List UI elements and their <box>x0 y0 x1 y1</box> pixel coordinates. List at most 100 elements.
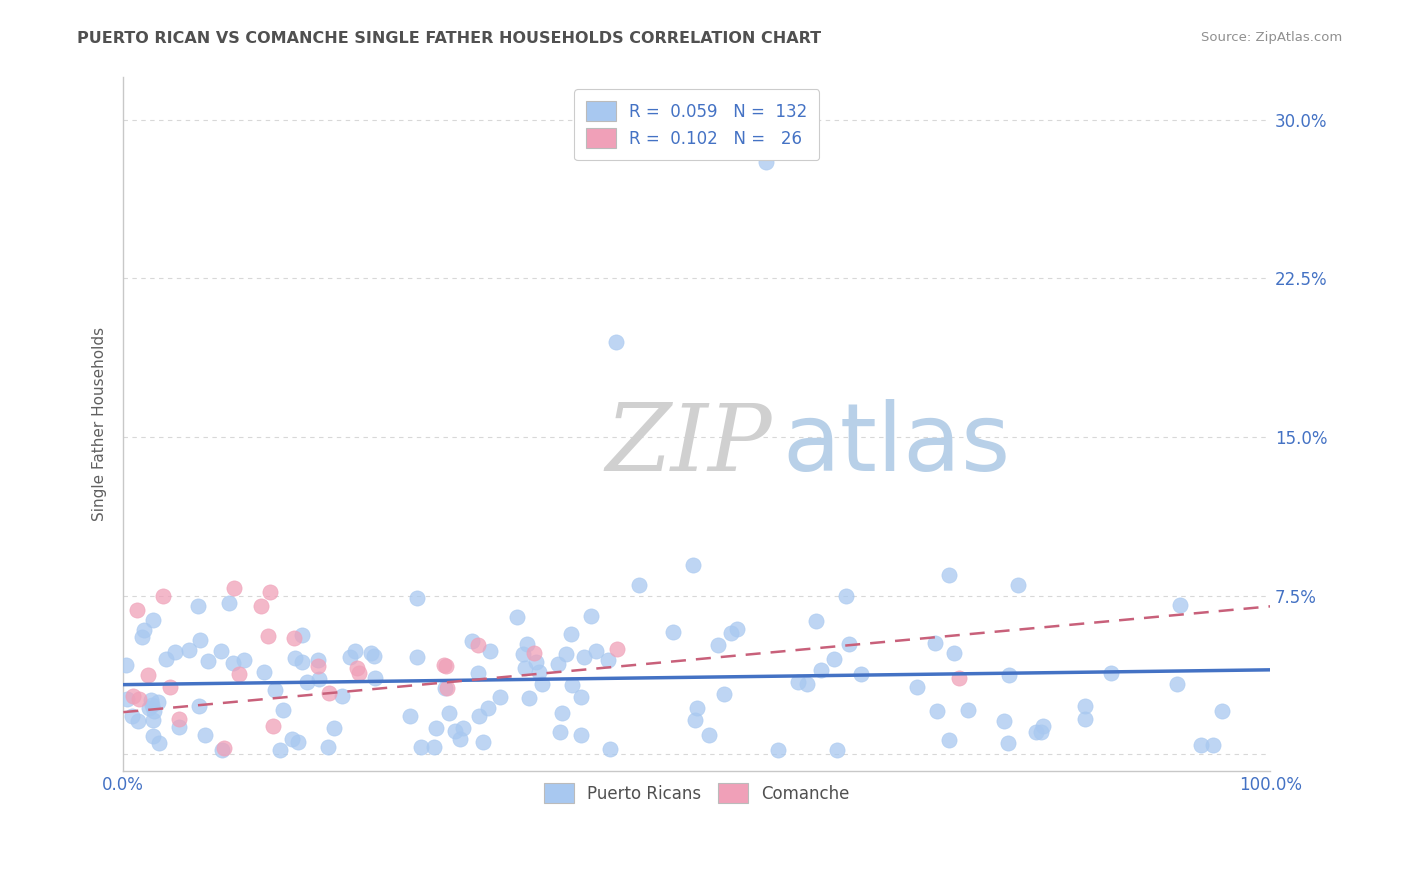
Point <box>938 733 960 747</box>
Point <box>194 728 217 742</box>
Point <box>121 709 143 723</box>
Point <box>997 735 1019 749</box>
Point <box>1099 666 1122 681</box>
Legend: Puerto Ricans, Comanche: Puerto Ricans, Comanche <box>533 772 862 815</box>
Point <box>307 658 329 673</box>
Point <box>581 609 603 624</box>
Point <box>599 741 621 756</box>
Point <box>796 676 818 690</box>
Point <box>523 646 546 660</box>
Point <box>1211 704 1233 718</box>
Point <box>849 666 872 681</box>
Point <box>332 689 354 703</box>
Point <box>364 671 387 685</box>
Point <box>409 740 432 755</box>
Point <box>209 644 232 658</box>
Text: ZIP: ZIP <box>605 401 772 491</box>
Point <box>993 714 1015 728</box>
Point <box>479 644 502 658</box>
Point <box>169 712 191 726</box>
Point <box>122 690 145 704</box>
Point <box>316 739 339 754</box>
Point <box>134 623 156 637</box>
Point <box>142 613 165 627</box>
Point <box>283 651 305 665</box>
Point <box>114 658 136 673</box>
Point <box>187 599 209 614</box>
Point <box>127 714 149 728</box>
Point <box>125 603 148 617</box>
Point <box>467 665 489 680</box>
Point <box>349 665 371 680</box>
Point <box>948 671 970 685</box>
Point <box>1029 724 1052 739</box>
Point <box>461 634 484 648</box>
Point <box>159 681 181 695</box>
Point <box>530 677 553 691</box>
Point <box>187 699 209 714</box>
Point <box>343 644 366 658</box>
Point <box>449 732 471 747</box>
Point <box>136 668 159 682</box>
Point <box>360 646 382 660</box>
Point <box>561 678 583 692</box>
Point <box>527 665 550 679</box>
Point <box>727 622 749 636</box>
Point <box>262 719 284 733</box>
Point <box>218 596 240 610</box>
Point <box>221 656 243 670</box>
Point <box>163 645 186 659</box>
Point <box>308 672 330 686</box>
Point <box>838 637 860 651</box>
Point <box>425 721 447 735</box>
Point <box>138 701 160 715</box>
Point <box>524 656 547 670</box>
Point <box>148 736 170 750</box>
Point <box>1168 598 1191 612</box>
Point <box>513 661 536 675</box>
Point <box>823 652 845 666</box>
Text: PUERTO RICAN VS COMANCHE SINGLE FATHER HOUSEHOLDS CORRELATION CHART: PUERTO RICAN VS COMANCHE SINGLE FATHER H… <box>77 31 821 46</box>
Point <box>1189 738 1212 752</box>
Point <box>605 334 627 349</box>
Point <box>228 666 250 681</box>
Point <box>685 701 707 715</box>
Point <box>628 578 651 592</box>
Point <box>787 675 810 690</box>
Point <box>662 624 685 639</box>
Point <box>406 649 429 664</box>
Point <box>489 690 512 704</box>
Point <box>152 589 174 603</box>
Point <box>697 728 720 742</box>
Point <box>924 636 946 650</box>
Y-axis label: Single Father Households: Single Father Households <box>93 327 107 522</box>
Point <box>436 681 458 695</box>
Point <box>115 692 138 706</box>
Point <box>142 729 165 743</box>
Point <box>606 642 628 657</box>
Point <box>271 703 294 717</box>
Point <box>318 686 340 700</box>
Point <box>148 695 170 709</box>
Text: atlas: atlas <box>783 400 1011 491</box>
Point <box>835 589 858 603</box>
Point <box>472 735 495 749</box>
Point <box>810 663 832 677</box>
Point <box>423 739 446 754</box>
Point <box>253 665 276 679</box>
Point <box>363 649 385 664</box>
Point <box>307 653 329 667</box>
Point <box>925 704 948 718</box>
Point <box>560 627 582 641</box>
Point <box>197 653 219 667</box>
Point <box>141 698 163 712</box>
Point <box>1166 676 1188 690</box>
Point <box>256 629 278 643</box>
Point <box>291 655 314 669</box>
Point <box>707 638 730 652</box>
Point <box>467 638 489 652</box>
Point <box>571 690 593 705</box>
Point <box>956 703 979 717</box>
Point <box>142 714 165 728</box>
Point <box>250 599 273 614</box>
